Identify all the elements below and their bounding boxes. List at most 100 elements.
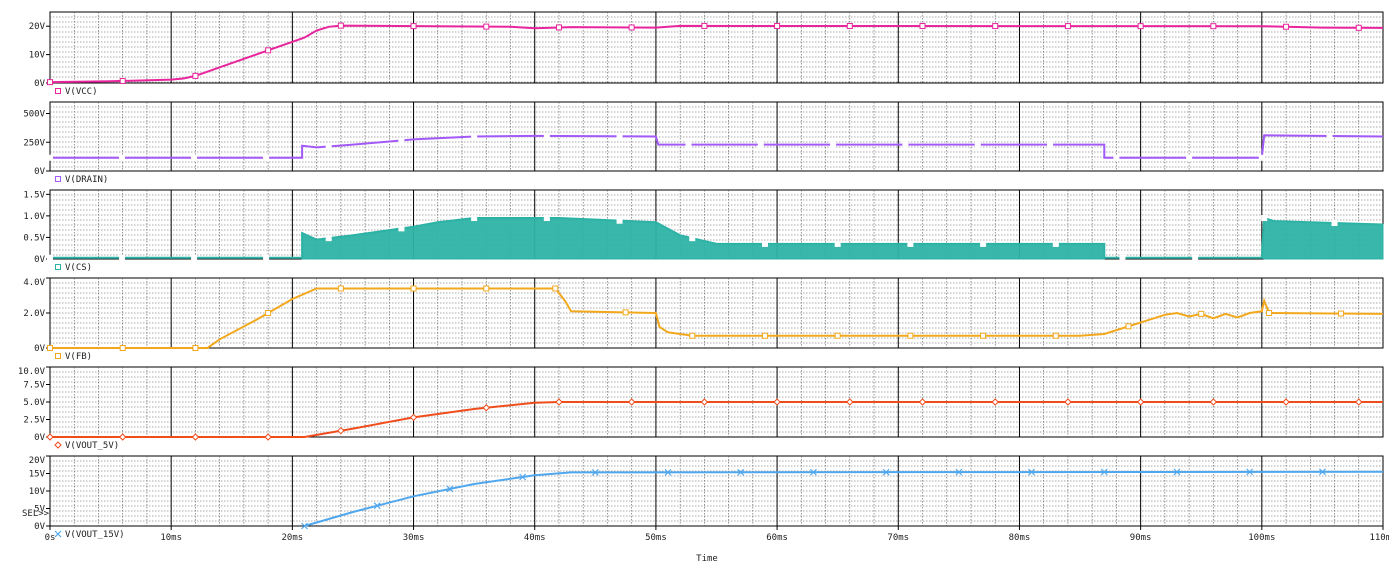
trace-marker <box>1125 323 1132 330</box>
trace-marker <box>337 426 345 435</box>
trace-marker <box>974 141 981 148</box>
trace-marker <box>664 468 672 476</box>
y-tick-label: 4.0V <box>23 278 45 288</box>
x-tick-label: 100ms <box>1248 533 1275 543</box>
legend-label: V(VOUT_15V) <box>65 530 125 540</box>
y-tick-label: 500V <box>23 110 45 120</box>
y-tick-label: 10V <box>29 51 46 61</box>
trace-marker <box>191 154 198 161</box>
x-tick-label: 90ms <box>1130 533 1152 543</box>
panel-frame <box>49 101 1384 172</box>
trace-marker <box>1209 398 1218 406</box>
trace-marker <box>907 332 914 339</box>
trace-marker <box>846 22 853 29</box>
trace-marker <box>471 133 478 140</box>
trace-marker <box>1137 23 1144 30</box>
panel-1: 0V 250V 500V V(DRAIN) <box>23 101 1384 185</box>
panel-4: 0V 2.5V 5.0V 7.5V 10.0V V(VOUT_5V) <box>18 366 1384 451</box>
trace-marker <box>1119 254 1126 261</box>
trace-marker <box>907 240 914 247</box>
trace-marker <box>119 254 126 261</box>
x-tick-label: 50ms <box>645 533 667 543</box>
legend-marker <box>55 264 61 270</box>
panel-2: 0V 0.5V 1.0V 1.5V V(CS) <box>23 189 1384 273</box>
y-tick-label: 1.0V <box>23 212 45 222</box>
trace-marker <box>301 522 308 530</box>
trace-marker <box>955 468 963 476</box>
y-tick-label: 5V <box>34 505 45 515</box>
trace-marker <box>1113 154 1120 161</box>
trace-marker <box>1192 254 1199 261</box>
trace-marker <box>446 485 454 493</box>
trace-line <box>50 134 1384 159</box>
trace-marker <box>616 217 623 224</box>
legend-label: V(VCC) <box>65 87 98 97</box>
trace-marker <box>846 398 854 406</box>
trace-marker <box>1261 215 1268 222</box>
legend-label: V(FB) <box>65 352 92 362</box>
trace-marker <box>410 23 417 30</box>
trace-marker <box>1331 219 1338 226</box>
trace-marker <box>1100 468 1108 476</box>
trace-marker <box>1198 310 1205 317</box>
y-tick-label: 0V <box>34 344 45 354</box>
y-tick-label: 250V <box>23 138 45 148</box>
trace-marker <box>337 22 344 29</box>
trace-marker <box>810 468 817 476</box>
legend-marker <box>54 530 62 538</box>
trace-marker <box>616 133 623 140</box>
trace-marker <box>689 332 696 339</box>
trace-marker <box>591 469 599 476</box>
trace-marker <box>192 345 199 351</box>
y-tick-label: 1.5V <box>23 190 45 200</box>
trace-marker <box>337 285 344 292</box>
trace-marker <box>1318 468 1326 476</box>
trace-marker <box>882 468 890 476</box>
trace-marker <box>263 254 270 261</box>
plot-panels: 0V 10V 20V V(VCC) 0V 250V 500V V(DRAIN) 0V 0.5V 1.… <box>18 11 1389 543</box>
trace-marker <box>398 225 405 232</box>
trace-marker <box>47 345 53 351</box>
trace-marker <box>834 240 841 247</box>
trace-marker <box>265 310 272 316</box>
trace-marker <box>1047 141 1054 148</box>
trace-marker <box>834 332 841 339</box>
trace-marker <box>119 345 126 351</box>
trace-line <box>304 470 1384 527</box>
trace-marker <box>689 235 696 242</box>
trace-marker <box>902 141 909 148</box>
trace-marker <box>1173 468 1181 476</box>
y-tick-label: 10V <box>29 487 46 497</box>
trace-marker <box>1186 154 1193 161</box>
trace-marker <box>757 141 764 148</box>
trace-marker <box>265 47 272 54</box>
x-tick-label: 0s <box>45 533 56 543</box>
trace-marker <box>1283 23 1290 30</box>
trace-marker <box>471 215 478 222</box>
trace-line <box>50 287 1384 349</box>
x-tick-label: 80ms <box>1009 533 1031 543</box>
y-tick-label: 0.5V <box>23 233 45 243</box>
trace-marker <box>119 77 126 84</box>
trace-marker <box>1136 398 1145 406</box>
trace-marker <box>622 309 629 316</box>
trace-marker <box>47 79 53 86</box>
y-tick-label: 15V <box>29 470 46 480</box>
trace-marker <box>555 24 562 31</box>
trace-marker <box>191 433 200 441</box>
trace-marker <box>1210 23 1217 30</box>
trace-marker <box>1052 240 1059 247</box>
trace-marker <box>373 502 381 510</box>
trace-marker <box>1338 310 1345 317</box>
trace-marker <box>264 433 272 441</box>
y-tick-label: 10.0V <box>18 367 46 377</box>
trace-marker <box>1258 154 1265 161</box>
trace-marker <box>519 473 527 481</box>
trace-marker <box>482 404 490 412</box>
trace-marker <box>410 285 417 292</box>
trace-marker <box>483 23 490 30</box>
trace-marker <box>761 240 768 247</box>
x-axis: 0s 10ms 20ms 30ms 40ms 50ms 60ms 70ms 80ms 90ms 10… <box>45 526 1389 543</box>
trace-marker <box>685 141 692 148</box>
trace-marker <box>991 398 999 406</box>
